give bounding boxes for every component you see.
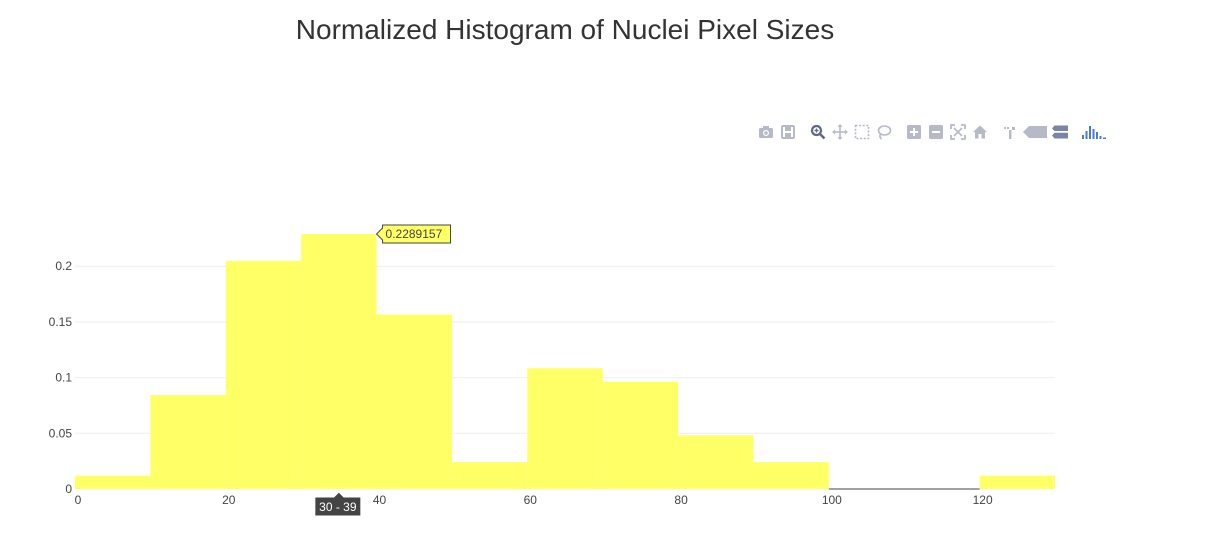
zoom-in-icon[interactable] [903,121,925,143]
histogram-bar[interactable] [75,475,151,489]
modebar [755,121,1109,143]
spike-lines-icon[interactable] [999,121,1021,143]
hover-closest-icon[interactable] [1021,121,1049,143]
reset-axes-icon[interactable] [969,121,991,143]
plotly-logo-icon[interactable] [1079,121,1109,143]
y-tick-label: 0.05 [49,426,73,440]
x-tick-label: 0 [75,493,82,507]
x-tick-label: 80 [674,493,688,507]
histogram-bar[interactable] [301,234,377,489]
histogram-bar[interactable] [225,260,302,489]
chart-title: Normalized Histogram of Nuclei Pixel Siz… [295,14,835,45]
x-tick-label: 20 [222,493,236,507]
x-tick-label: 40 [373,493,387,507]
lasso-select-icon[interactable] [873,121,895,143]
histogram-bar[interactable] [150,395,226,489]
box-select-icon[interactable] [851,121,873,143]
x-tick-label: 60 [524,493,538,507]
y-tick-label: 0.1 [55,371,72,385]
histogram-bar[interactable] [753,462,829,489]
y-tick-label: 0 [65,482,72,496]
hover-range-label: 30 - 39 [314,491,362,517]
x-tick-labels: 0 20 40 60 80 100 120 [75,493,993,507]
autoscale-icon[interactable] [947,121,969,143]
zoom-icon[interactable] [807,121,829,143]
x-tick-label: 100 [822,493,842,507]
histogram-bar[interactable] [376,314,452,489]
camera-icon[interactable] [755,121,777,143]
y-tick-label: 0.15 [49,315,73,329]
x-tick-label: 120 [973,493,993,507]
save-icon[interactable] [777,121,799,143]
hover-value-label: 0.2289157 [375,224,452,244]
hover-range-text: 30 - 39 [319,500,357,514]
y-tick-labels: 0 0.05 0.1 0.15 0.2 [49,259,73,496]
pan-icon[interactable] [829,121,851,143]
y-tick-label: 0.2 [55,259,72,273]
histogram-bar[interactable] [451,462,528,489]
hover-compare-icon[interactable] [1049,121,1071,143]
bars [75,234,1055,490]
histogram-bar[interactable] [527,368,603,489]
histogram-bar[interactable] [678,435,754,489]
zoom-out-icon[interactable] [925,121,947,143]
histogram-bar[interactable] [602,381,679,489]
hover-value-text: 0.2289157 [386,227,443,241]
histogram-bar[interactable] [979,475,1055,489]
hover-labels: 0.2289157 30 - 39 [314,224,452,517]
